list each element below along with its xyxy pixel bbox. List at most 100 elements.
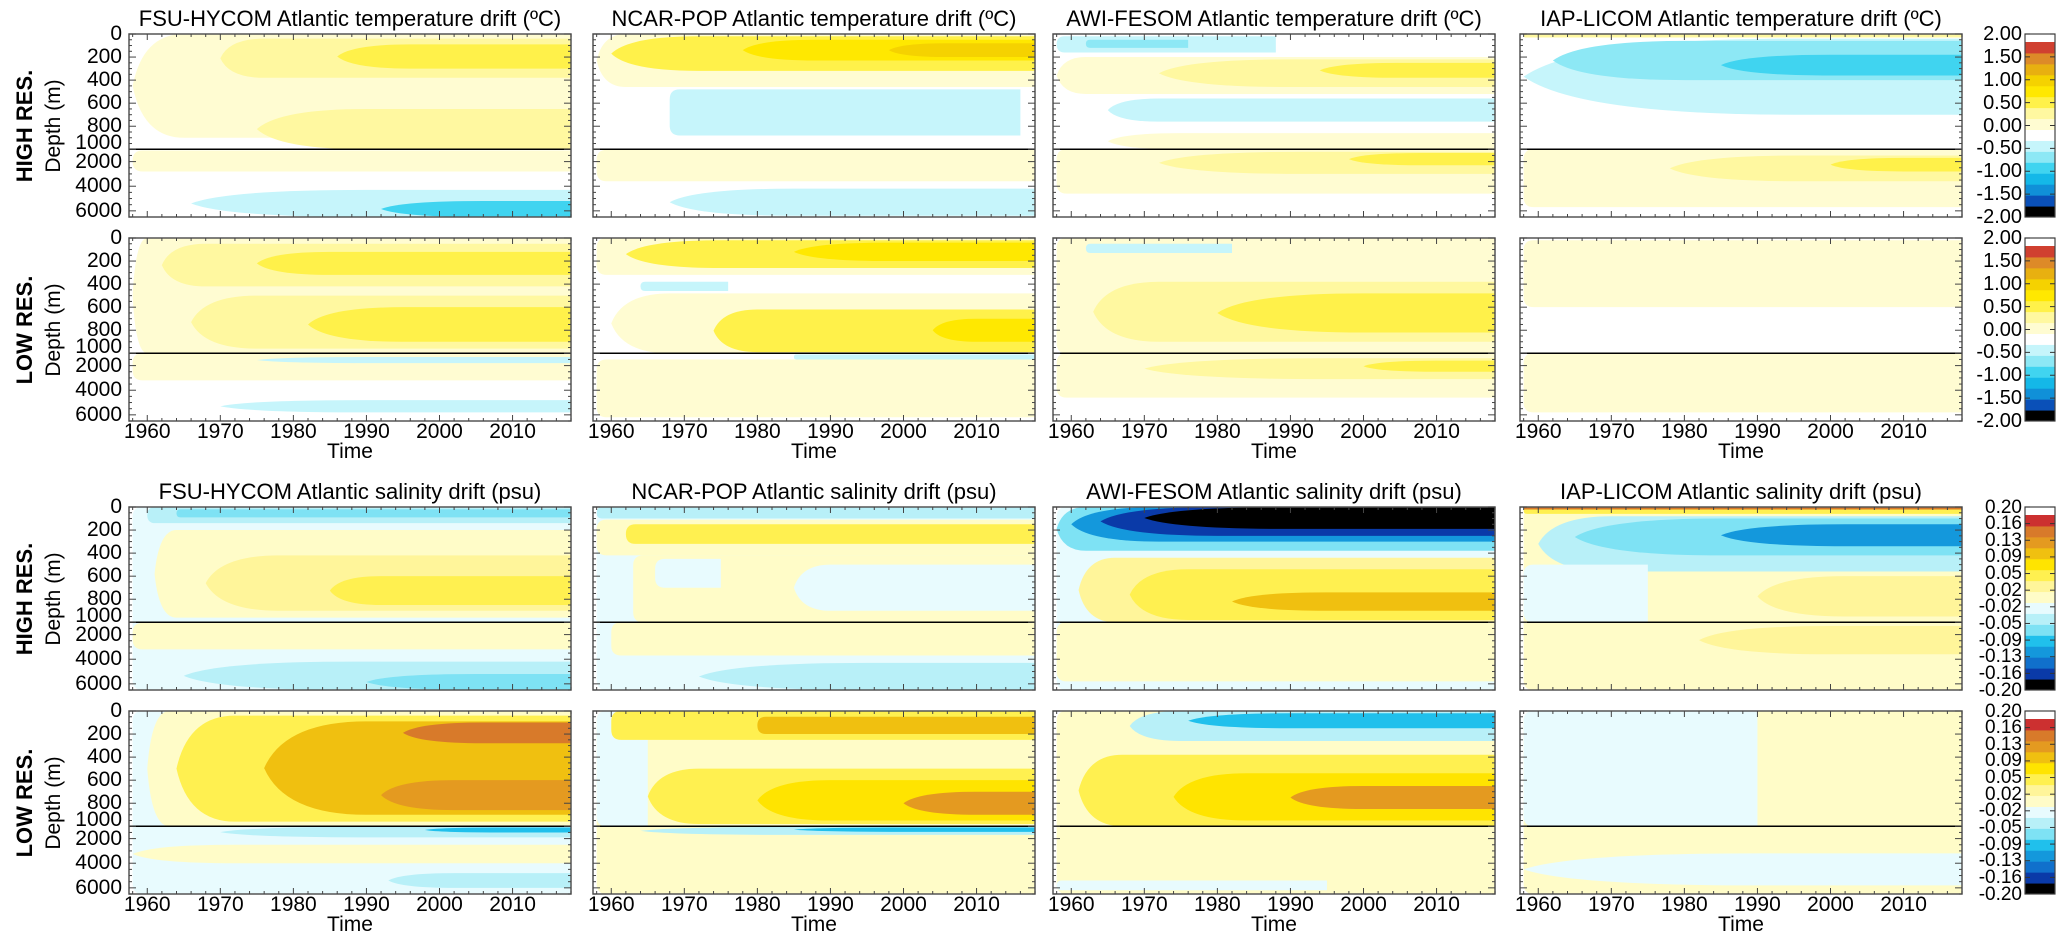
colorbar-label: 0.13 bbox=[1985, 529, 2022, 551]
panel-frame bbox=[1519, 506, 1963, 691]
colorbar-label: -1.50 bbox=[1976, 387, 2022, 410]
colorbar-label: -0.02 bbox=[1978, 596, 2022, 618]
colorbar-swatch bbox=[2025, 679, 2055, 691]
x-tick-label: 1960 bbox=[123, 893, 171, 916]
contour-region bbox=[307, 307, 571, 342]
x-axis-label: Time bbox=[791, 440, 837, 463]
colorbar-swatch bbox=[2025, 536, 2055, 549]
colorbar-over-swatch bbox=[2025, 507, 2055, 515]
y-tick-label: 600 bbox=[86, 91, 122, 115]
x-tick-label: 1990 bbox=[1734, 420, 1781, 443]
colorbar-label: -0.05 bbox=[1978, 816, 2022, 838]
contour-region bbox=[655, 558, 721, 588]
x-tick-label: 1970 bbox=[1587, 893, 1635, 916]
panel-4 bbox=[1519, 33, 1963, 218]
y-tick-label: 400 bbox=[86, 745, 122, 769]
y-tick-label: 800 bbox=[86, 114, 122, 138]
contour-region bbox=[1056, 622, 1495, 682]
contour-region bbox=[596, 359, 1035, 418]
contour-region bbox=[1217, 293, 1495, 333]
panel-frame bbox=[1519, 710, 1963, 895]
y-tick-label: 0 bbox=[110, 699, 122, 722]
x-tick-label: 1970 bbox=[1587, 420, 1635, 443]
colorbar-swatch bbox=[2025, 410, 2055, 422]
y-tick-label: 200 bbox=[86, 249, 122, 273]
colorbar-label: 0.05 bbox=[1985, 563, 2022, 585]
x-tick-label: 1970 bbox=[660, 420, 708, 443]
colorbar-swatch bbox=[2025, 333, 2055, 345]
colorbar-swatch bbox=[2025, 63, 2055, 76]
colorbar-label: -2.00 bbox=[1976, 410, 2022, 432]
colorbar-swatch bbox=[2025, 311, 2055, 324]
contour-region bbox=[1523, 353, 1962, 413]
x-tick-label: 2010 bbox=[953, 420, 1000, 443]
y-tick-label: 800 bbox=[86, 791, 122, 815]
colorbar-swatch bbox=[2025, 300, 2055, 313]
y-tick-label: 800 bbox=[86, 587, 122, 611]
row-label: LOW RES. bbox=[12, 275, 37, 384]
contour-region bbox=[1830, 157, 1962, 172]
x-tick-label: 1960 bbox=[1047, 420, 1095, 443]
colorbar-label: 0.00 bbox=[1983, 114, 2022, 137]
x-tick-label: 1990 bbox=[343, 893, 390, 916]
colorbar-swatch bbox=[2025, 613, 2055, 625]
colorbar-swatch bbox=[2025, 289, 2055, 302]
x-tick-label: 2000 bbox=[1340, 893, 1387, 916]
colorbar-swatch bbox=[2025, 729, 2055, 742]
x-tick-label: 1980 bbox=[270, 420, 317, 443]
contour-region bbox=[1056, 880, 1327, 891]
y-tick-label: 200 bbox=[86, 518, 122, 542]
colorbar-label: -0.16 bbox=[1978, 662, 2022, 684]
colorbar-label: -0.05 bbox=[1978, 612, 2022, 634]
colorbar-label: 0.16 bbox=[1985, 717, 2022, 739]
colorbar-swatch bbox=[2025, 246, 2055, 258]
panel-frame bbox=[1052, 237, 1496, 422]
colorbar-label: 0.50 bbox=[1983, 91, 2022, 114]
contour-region bbox=[1107, 133, 1495, 150]
colorbar-swatch bbox=[2025, 602, 2055, 614]
colorbar-swatch bbox=[2025, 719, 2055, 731]
contour-region bbox=[1523, 853, 1962, 886]
colorbar-swatch bbox=[2025, 547, 2055, 560]
colorbar-label: 0.05 bbox=[1985, 767, 2022, 789]
y-tick-label: 0 bbox=[110, 495, 122, 518]
x-tick-label: 2010 bbox=[1413, 420, 1460, 443]
colorbar-swatch bbox=[2025, 828, 2055, 840]
colorbar-swatch bbox=[2025, 85, 2055, 98]
panel-title: NCAR-POP Atlantic salinity drift (psu) bbox=[631, 479, 997, 504]
colorbar-swatch bbox=[2025, 140, 2055, 152]
colorbar-label: -0.09 bbox=[1978, 833, 2022, 855]
contour-region bbox=[132, 622, 571, 650]
y-tick-label: 4000 bbox=[75, 378, 122, 402]
contour-region bbox=[669, 89, 1021, 136]
colorbar-swatch bbox=[2025, 151, 2055, 163]
colorbar-label: -1.00 bbox=[1976, 160, 2022, 183]
x-tick-label: 2010 bbox=[1880, 420, 1927, 443]
contour-region bbox=[176, 509, 571, 518]
x-tick-label: 2010 bbox=[1413, 893, 1460, 916]
y-tick-label: 2000 bbox=[75, 149, 122, 173]
panel-12 bbox=[1519, 506, 1963, 691]
colorbar-swatch bbox=[2025, 344, 2055, 356]
contour-region bbox=[220, 400, 571, 413]
y-axis-label: Depth (m) bbox=[42, 282, 65, 377]
contour-region bbox=[256, 108, 571, 150]
colorbar-label: 0.16 bbox=[1985, 513, 2022, 535]
x-tick-label: 1990 bbox=[1267, 893, 1314, 916]
x-tick-label: 1980 bbox=[270, 893, 317, 916]
panel-15 bbox=[1052, 710, 1496, 895]
panel-frame bbox=[1519, 33, 1963, 218]
colorbar-temperature bbox=[2024, 237, 2056, 422]
panel-frame bbox=[128, 506, 572, 691]
x-tick-label: 2000 bbox=[416, 893, 463, 916]
y-tick-label: 6000 bbox=[75, 198, 122, 222]
y-axis-label: Depth (m) bbox=[42, 78, 65, 173]
colorbar-frame bbox=[2024, 710, 2056, 895]
colorbar-swatch bbox=[2025, 184, 2055, 196]
x-tick-label: 1980 bbox=[1194, 420, 1241, 443]
y-tick-label: 0 bbox=[110, 22, 122, 45]
colorbar-swatch bbox=[2025, 883, 2055, 895]
x-tick-label: 1960 bbox=[587, 893, 635, 916]
y-axis-label: Depth (m) bbox=[42, 551, 65, 646]
